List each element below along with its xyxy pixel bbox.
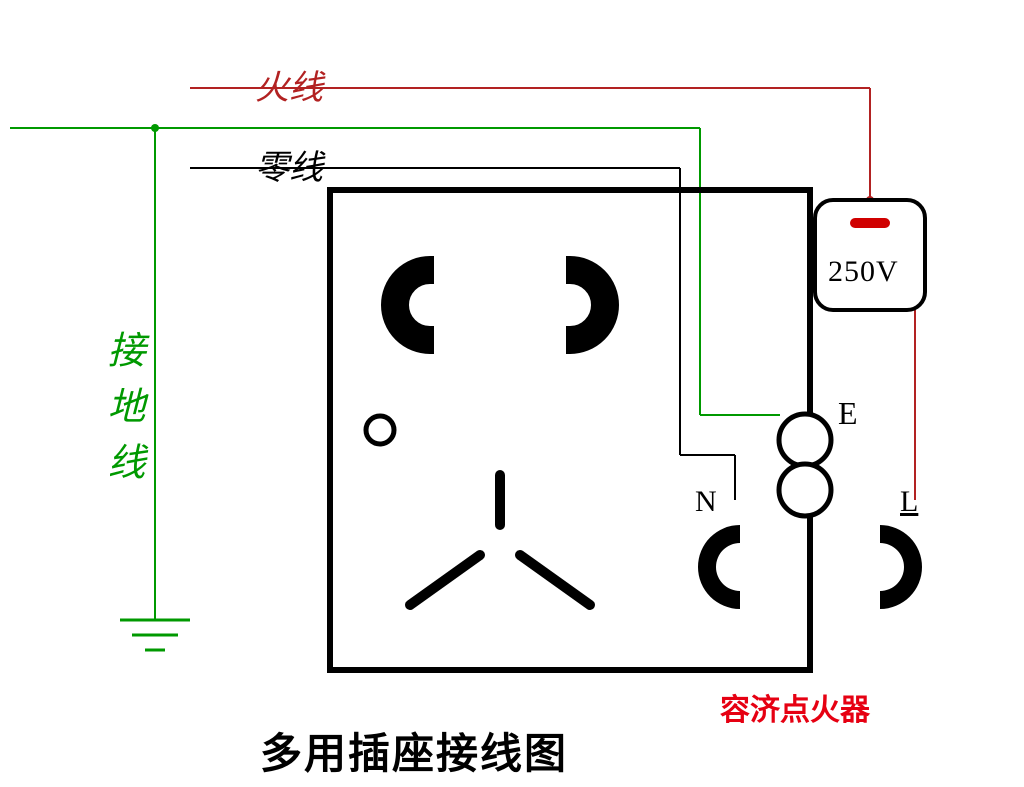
live-wire-label: 火线 (255, 60, 323, 109)
three-pin-socket (410, 475, 590, 605)
voltage-label: 250V (828, 255, 899, 289)
screw-hole (366, 416, 394, 444)
terminal-N (698, 525, 740, 609)
two-pin-socket (385, 260, 615, 350)
neutral-wire-label: 零线 (255, 140, 323, 189)
terminal-L (880, 525, 922, 609)
terminal-L-label: L (900, 485, 918, 519)
terminal-E (779, 414, 831, 516)
ground-wire-label: 接地线 (95, 330, 150, 498)
watermark: 容济点火器 (720, 685, 870, 729)
terminal-N-label: N (695, 485, 717, 519)
neutral-wire (190, 168, 735, 500)
terminal-E-label: E (838, 395, 858, 432)
diagram-title: 多用插座接线图 (260, 720, 568, 781)
